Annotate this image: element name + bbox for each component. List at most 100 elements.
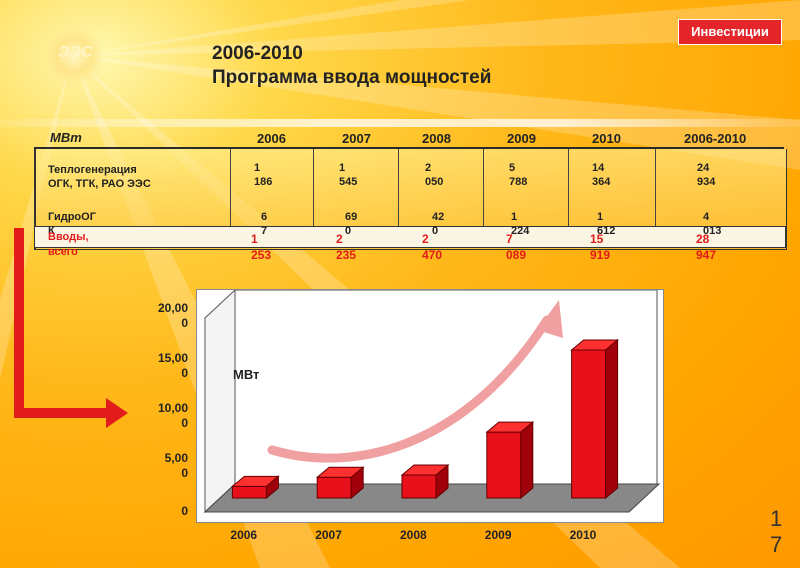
y-tick-part: 20,00 [157, 301, 188, 315]
chart-side-wall [204, 290, 236, 514]
table-cell: 1 224 [511, 210, 529, 238]
column-divider [483, 149, 484, 229]
page-number-digit: 7 [770, 532, 783, 557]
bar-2006-side [265, 475, 279, 500]
company-logo [44, 26, 104, 86]
cell-part: 42 [432, 211, 445, 223]
table-cell: 14 364 [592, 161, 610, 189]
cell-part: 235 [336, 248, 357, 262]
bar-chart [196, 289, 664, 523]
column-divider [398, 149, 399, 229]
cell-part: 2 [425, 162, 432, 174]
cell-part: 4 [703, 211, 710, 223]
x-tick-label: 2009 [484, 528, 512, 542]
table-cell: 24 934 [697, 161, 715, 189]
page-title: 2006-2010 Программа ввода мощностей [212, 42, 491, 90]
trend-arrow-icon [267, 315, 552, 463]
bar-2009-side [520, 421, 534, 500]
y-tick-label: 5,00 0 [144, 451, 188, 481]
column-divider [313, 149, 314, 229]
cell-part: 5 [509, 162, 516, 174]
total-cell: 7 089 [506, 231, 526, 263]
cell-part: 050 [425, 176, 444, 188]
elbow-arrow-horizontal [14, 408, 110, 418]
y-tick-part: 0 [181, 316, 188, 330]
page-number: 1 7 [770, 506, 782, 558]
y-tick-label: 10,00 0 [144, 401, 188, 431]
total-cell: 2 235 [336, 231, 356, 263]
bar-2007-side [350, 466, 364, 500]
year-header: 2007 [342, 131, 371, 146]
y-tick-part: 0 [181, 366, 188, 380]
cell-part: 919 [590, 248, 611, 262]
y-tick-part: 10,00 [157, 401, 188, 415]
bar-2010-side [605, 338, 619, 500]
cell-part: 2 [336, 232, 343, 246]
cell-part: 1 [511, 211, 518, 223]
x-tick-label: 2008 [400, 528, 427, 542]
cell-part: 089 [506, 248, 527, 262]
row-label-total: Вводы, всего [48, 230, 89, 260]
year-header: 2006 [257, 131, 286, 146]
cell-part: 612 [597, 225, 616, 237]
row-label-thermal: Теплогенерация ОГК, ТГК, РАО ЭЭС [48, 163, 151, 191]
logo-text: ЭЭС [58, 44, 93, 61]
cell-part: 186 [254, 176, 273, 188]
y-tick-part: 0 [181, 416, 188, 430]
table-cell: 42 0 [432, 210, 444, 238]
highlight-band [0, 119, 800, 127]
row-label-hydro: ГидроОГ К [48, 210, 96, 238]
column-divider [655, 149, 656, 229]
cell-part: 224 [511, 225, 530, 237]
elbow-arrow-vertical [14, 228, 24, 416]
bar-2008-side [435, 463, 449, 500]
chart-unit-label: МВт [233, 367, 260, 382]
year-header: 2008 [422, 131, 451, 146]
y-tick-label: 20,00 0 [144, 301, 188, 331]
row-label-line: К [48, 225, 55, 237]
bar-2006 [231, 485, 267, 499]
y-tick-part: 0 [181, 504, 188, 518]
table-cell: 1 186 [254, 161, 272, 189]
total-cell: 15 919 [590, 231, 610, 263]
column-divider [230, 149, 231, 229]
y-tick-part: 5,00 [164, 451, 188, 465]
year-header-total: 2006-2010 [684, 131, 747, 146]
total-cell: 28 947 [696, 231, 716, 263]
cell-part: 364 [592, 176, 611, 188]
cell-part: 013 [703, 225, 722, 237]
table-cell: 1 612 [597, 210, 615, 238]
total-cell: 2 470 [422, 231, 442, 263]
cell-part: 24 [697, 162, 710, 174]
year-header: 2010 [592, 131, 621, 146]
total-cell: 1 253 [251, 231, 271, 263]
cell-part: 7 [261, 225, 268, 237]
x-tick-label: 2006 [230, 528, 258, 542]
chart-canvas [203, 290, 661, 514]
bar-2010 [571, 349, 607, 499]
cell-part: 2 [422, 232, 429, 246]
column-divider [568, 149, 569, 229]
cell-part: 470 [422, 248, 443, 262]
table-cell: 5 788 [509, 161, 527, 189]
cell-part: 0 [345, 225, 352, 237]
cell-part: 1 [597, 211, 604, 223]
cell-part: 15 [590, 232, 604, 246]
y-tick-label: 15,00 0 [144, 351, 188, 381]
table-header-rule [34, 147, 784, 149]
section-badge: Инвестиции [678, 19, 782, 45]
table-cell: 2 050 [425, 161, 443, 189]
cell-part: 934 [697, 176, 716, 188]
table-unit-label: МВт [50, 130, 82, 145]
cell-part: 788 [509, 176, 528, 188]
row-label-line: ОГК, ТГК, РАО ЭЭС [48, 178, 151, 190]
y-tick-label: 0 [144, 504, 188, 519]
page-number-digit: 1 [770, 506, 783, 531]
total-row-bar [34, 226, 786, 248]
cell-part: 7 [506, 232, 513, 246]
cell-part: 545 [339, 176, 358, 188]
x-tick-label: 2007 [315, 528, 342, 542]
cell-part: 14 [592, 162, 605, 174]
y-tick-part: 0 [181, 466, 188, 480]
